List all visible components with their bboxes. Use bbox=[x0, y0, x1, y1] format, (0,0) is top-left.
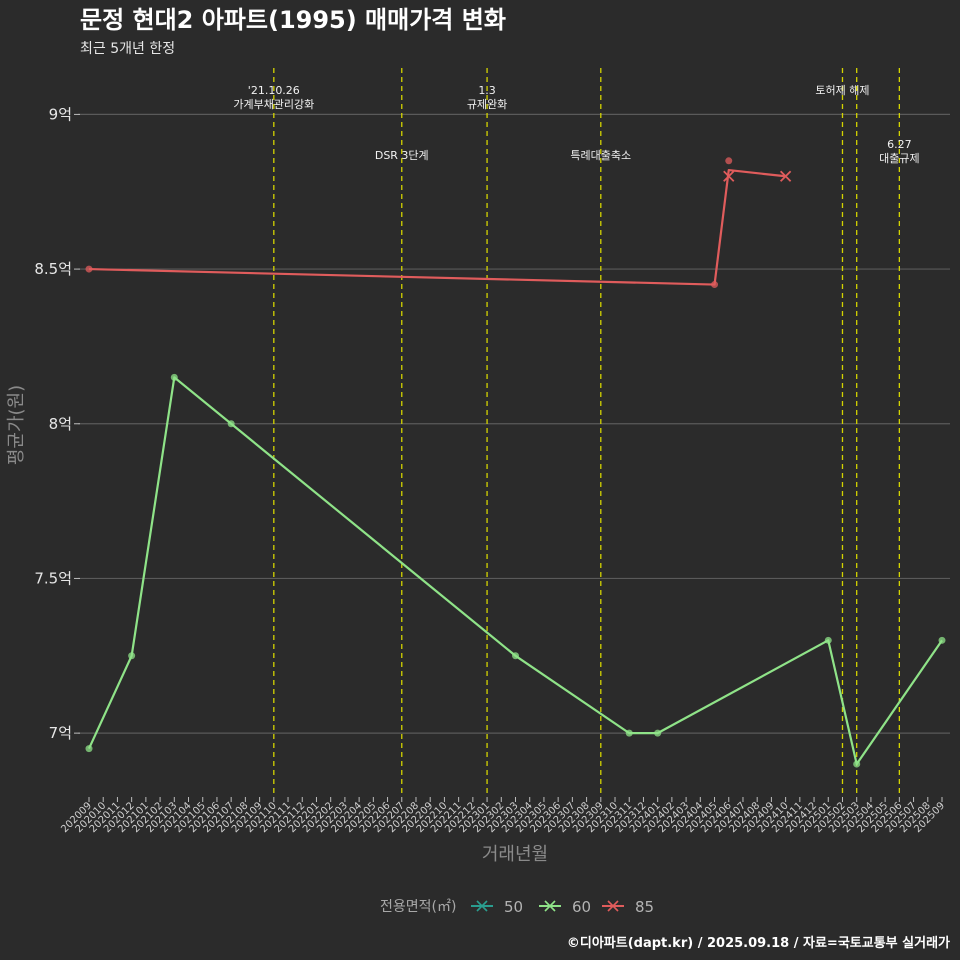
data-point bbox=[711, 281, 719, 289]
chart-subtitle: 최근 5개년 한정 bbox=[80, 41, 175, 57]
y-tick-label: 8.5억 bbox=[34, 260, 72, 278]
data-point bbox=[654, 729, 662, 737]
legend-label: 60 bbox=[572, 898, 591, 916]
legend-key-cross bbox=[607, 900, 619, 912]
data-point bbox=[725, 157, 733, 165]
gridlines bbox=[78, 113, 950, 734]
y-tick-label: 9억 bbox=[49, 105, 72, 123]
data-point bbox=[824, 636, 832, 644]
series-line-60 bbox=[88, 376, 943, 766]
y-tick-label: 7억 bbox=[49, 724, 72, 742]
event-label: 토허제 해제 bbox=[815, 83, 869, 97]
event-label: 6.27 bbox=[887, 138, 912, 151]
legend: 전용면적(㎡) 50 60 85 bbox=[380, 898, 654, 916]
legend-key-cross bbox=[544, 900, 556, 912]
data-point bbox=[128, 652, 136, 660]
chart-caption: ©디아파트(dapt.kr) / 2025.09.18 / 자료=국토교통부 실… bbox=[567, 935, 950, 951]
cross-marker bbox=[723, 170, 735, 182]
y-tick-label: 8억 bbox=[49, 415, 72, 433]
data-point bbox=[227, 420, 235, 428]
event-label: DSR 3단계 bbox=[375, 149, 429, 162]
data-point bbox=[170, 373, 178, 381]
data-point bbox=[853, 760, 861, 768]
series-line-85 bbox=[88, 168, 786, 286]
series-layer bbox=[85, 157, 946, 768]
event-label: 1.3 bbox=[478, 84, 496, 97]
event-label: 규제완화 bbox=[467, 98, 507, 111]
legend-title: 전용면적(㎡) bbox=[380, 899, 456, 915]
data-point bbox=[85, 745, 93, 753]
legend-label: 85 bbox=[635, 898, 654, 916]
data-point bbox=[85, 265, 93, 273]
event-label: 대출규제 bbox=[879, 152, 919, 165]
x-axis: 2020092020102020112020122021012021022021… bbox=[59, 797, 947, 835]
event-label: 특례대출축소 bbox=[570, 149, 631, 162]
chart-title: 문정 현대2 아파트(1995) 매매가격 변화 bbox=[80, 6, 506, 34]
y-axis-label: 평균가(원) bbox=[6, 385, 27, 465]
legend-key-cross bbox=[476, 900, 488, 912]
data-point bbox=[938, 636, 946, 644]
event-label: 가계부채관리강화 bbox=[233, 98, 314, 111]
event-label: '21.10.26 bbox=[248, 84, 300, 97]
cross-marker bbox=[779, 170, 792, 182]
legend-label: 50 bbox=[504, 898, 523, 916]
y-tick-label: 7.5억 bbox=[34, 569, 72, 587]
data-point bbox=[512, 652, 519, 660]
y-axis: 7억 7.5억 8억 8.5억 9억 bbox=[34, 105, 80, 742]
x-axis-label: 거래년월 bbox=[482, 844, 548, 865]
data-point bbox=[625, 729, 633, 737]
